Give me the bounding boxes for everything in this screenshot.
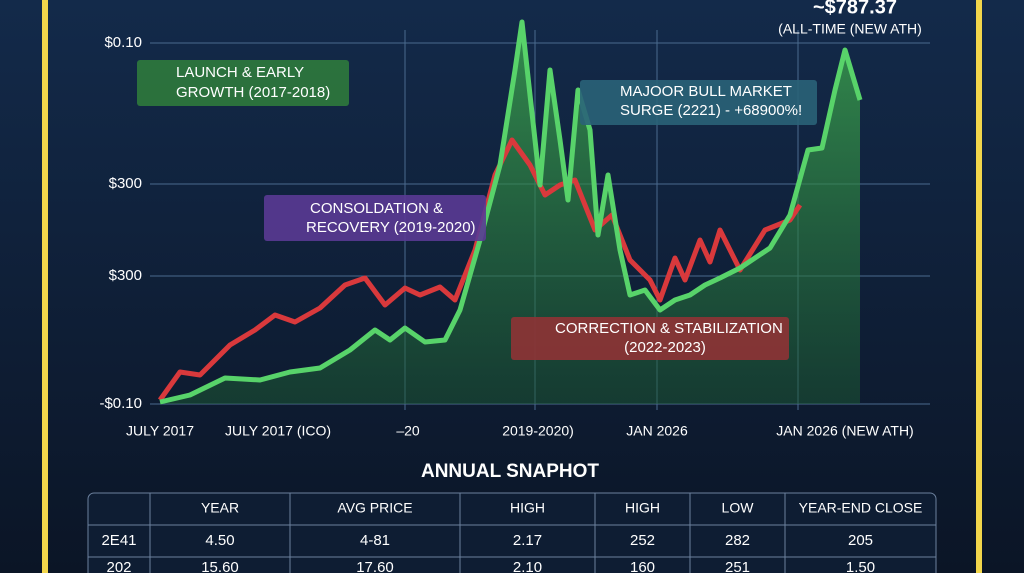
annotation: MAJOOR BULL MARKET <box>620 83 792 100</box>
cell: 282 <box>725 532 750 549</box>
area <box>160 22 860 404</box>
ath-note: (ALL-TIME (NEW ATH) <box>778 21 922 37</box>
x-label: –20 <box>396 423 420 439</box>
cell: 251 <box>725 559 750 573</box>
cell: 4.50 <box>205 532 234 549</box>
header-cell: YEAR <box>201 500 239 516</box>
green-line <box>159 19 863 405</box>
header-cell: AVG PRICE <box>337 500 412 516</box>
cell: 2.17 <box>513 532 542 549</box>
header-cell: YEAR-END CLOSE <box>799 500 923 516</box>
annotation: CONSOLDATION & <box>310 200 443 217</box>
x-label: JAN 2026 (NEW ATH) <box>776 423 913 439</box>
y-label: $300 <box>109 267 142 284</box>
cell: 252 <box>630 532 655 549</box>
x-label: 2019-2020) <box>502 423 574 439</box>
annotation: RECOVERY (2019-2020) <box>306 219 476 236</box>
ath-value: ~$787.37 <box>813 0 897 18</box>
annotation: SURGE (2221) - +68900%! <box>620 102 802 119</box>
cell: 2E41 <box>101 532 136 549</box>
annotation: GROWTH (2017-2018) <box>176 84 330 101</box>
x-label: JAN 2026 <box>626 423 688 439</box>
cell: 17.60 <box>356 559 394 573</box>
header-cell: LOW <box>722 500 755 516</box>
annotation: CORRECTION & STABILIZATION <box>555 320 783 337</box>
cell: 15.60 <box>201 559 239 573</box>
cell: 160 <box>630 559 655 573</box>
cell: 202 <box>106 559 131 573</box>
header-cell: HIGH <box>625 500 660 516</box>
x-label: JULY 2017 <box>126 423 194 439</box>
y-label: -$0.10 <box>99 395 142 412</box>
frame-left <box>42 0 48 573</box>
table-title: ANNUAL SNAPHOT <box>421 461 599 482</box>
cell: 2.10 <box>513 559 542 573</box>
cell: 4-81 <box>360 532 390 549</box>
annotations: LAUNCH & EARLY GROWTH (2017-2018) CONSOL… <box>137 60 817 360</box>
red-line <box>157 137 803 402</box>
x-label: JULY 2017 (ICO) <box>225 423 331 439</box>
frame-right <box>976 0 982 573</box>
y-label: $300 <box>109 175 142 192</box>
cell: 1.50 <box>846 559 875 573</box>
annotation: LAUNCH & EARLY <box>176 64 304 81</box>
cell: 205 <box>848 532 873 549</box>
annotation: (2022-2023) <box>624 339 706 356</box>
y-label: $0.10 <box>104 34 142 51</box>
header-cell: HIGH <box>510 500 545 516</box>
